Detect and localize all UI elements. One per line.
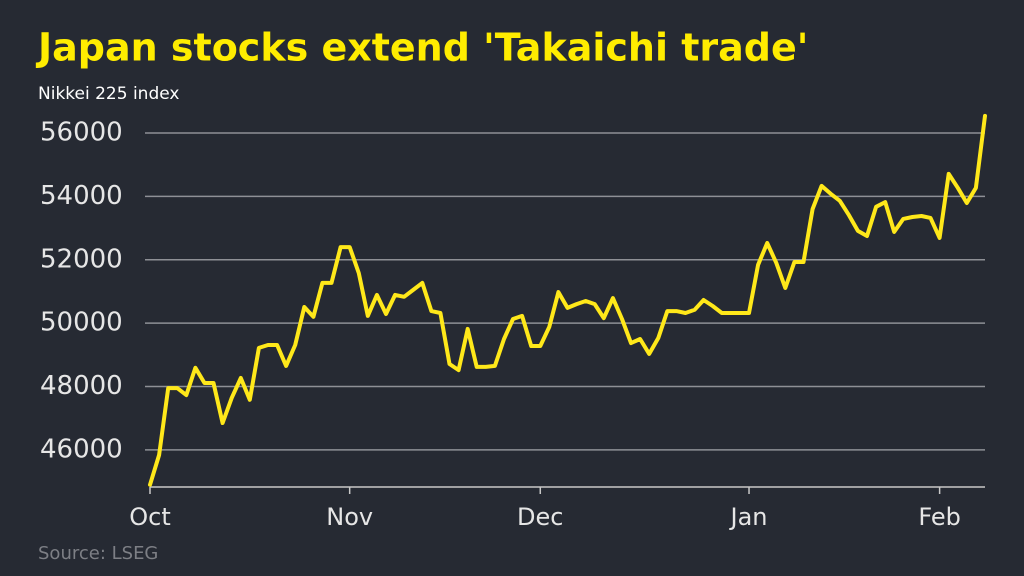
x-tick-label: Jan (729, 503, 768, 531)
chart-subtitle: Nikkei 225 index (38, 84, 179, 104)
y-tick-label: 46000 (40, 434, 123, 464)
price-line (148, 113, 987, 487)
y-tick-label: 56000 (40, 117, 123, 147)
y-tick-label: 52000 (40, 244, 123, 274)
x-tick-label: Oct (129, 503, 171, 531)
y-tick-label: 54000 (40, 181, 123, 211)
x-tick-label: Dec (517, 503, 563, 531)
x-tick-label: Nov (326, 503, 373, 531)
y-tick-label: 50000 (40, 308, 123, 338)
x-tick-label: Feb (918, 503, 961, 531)
chart-title: Japan stocks extend 'Takaichi trade' (35, 26, 808, 70)
y-tick-label: 48000 (40, 371, 123, 401)
source-note: Source: LSEG (38, 543, 158, 564)
